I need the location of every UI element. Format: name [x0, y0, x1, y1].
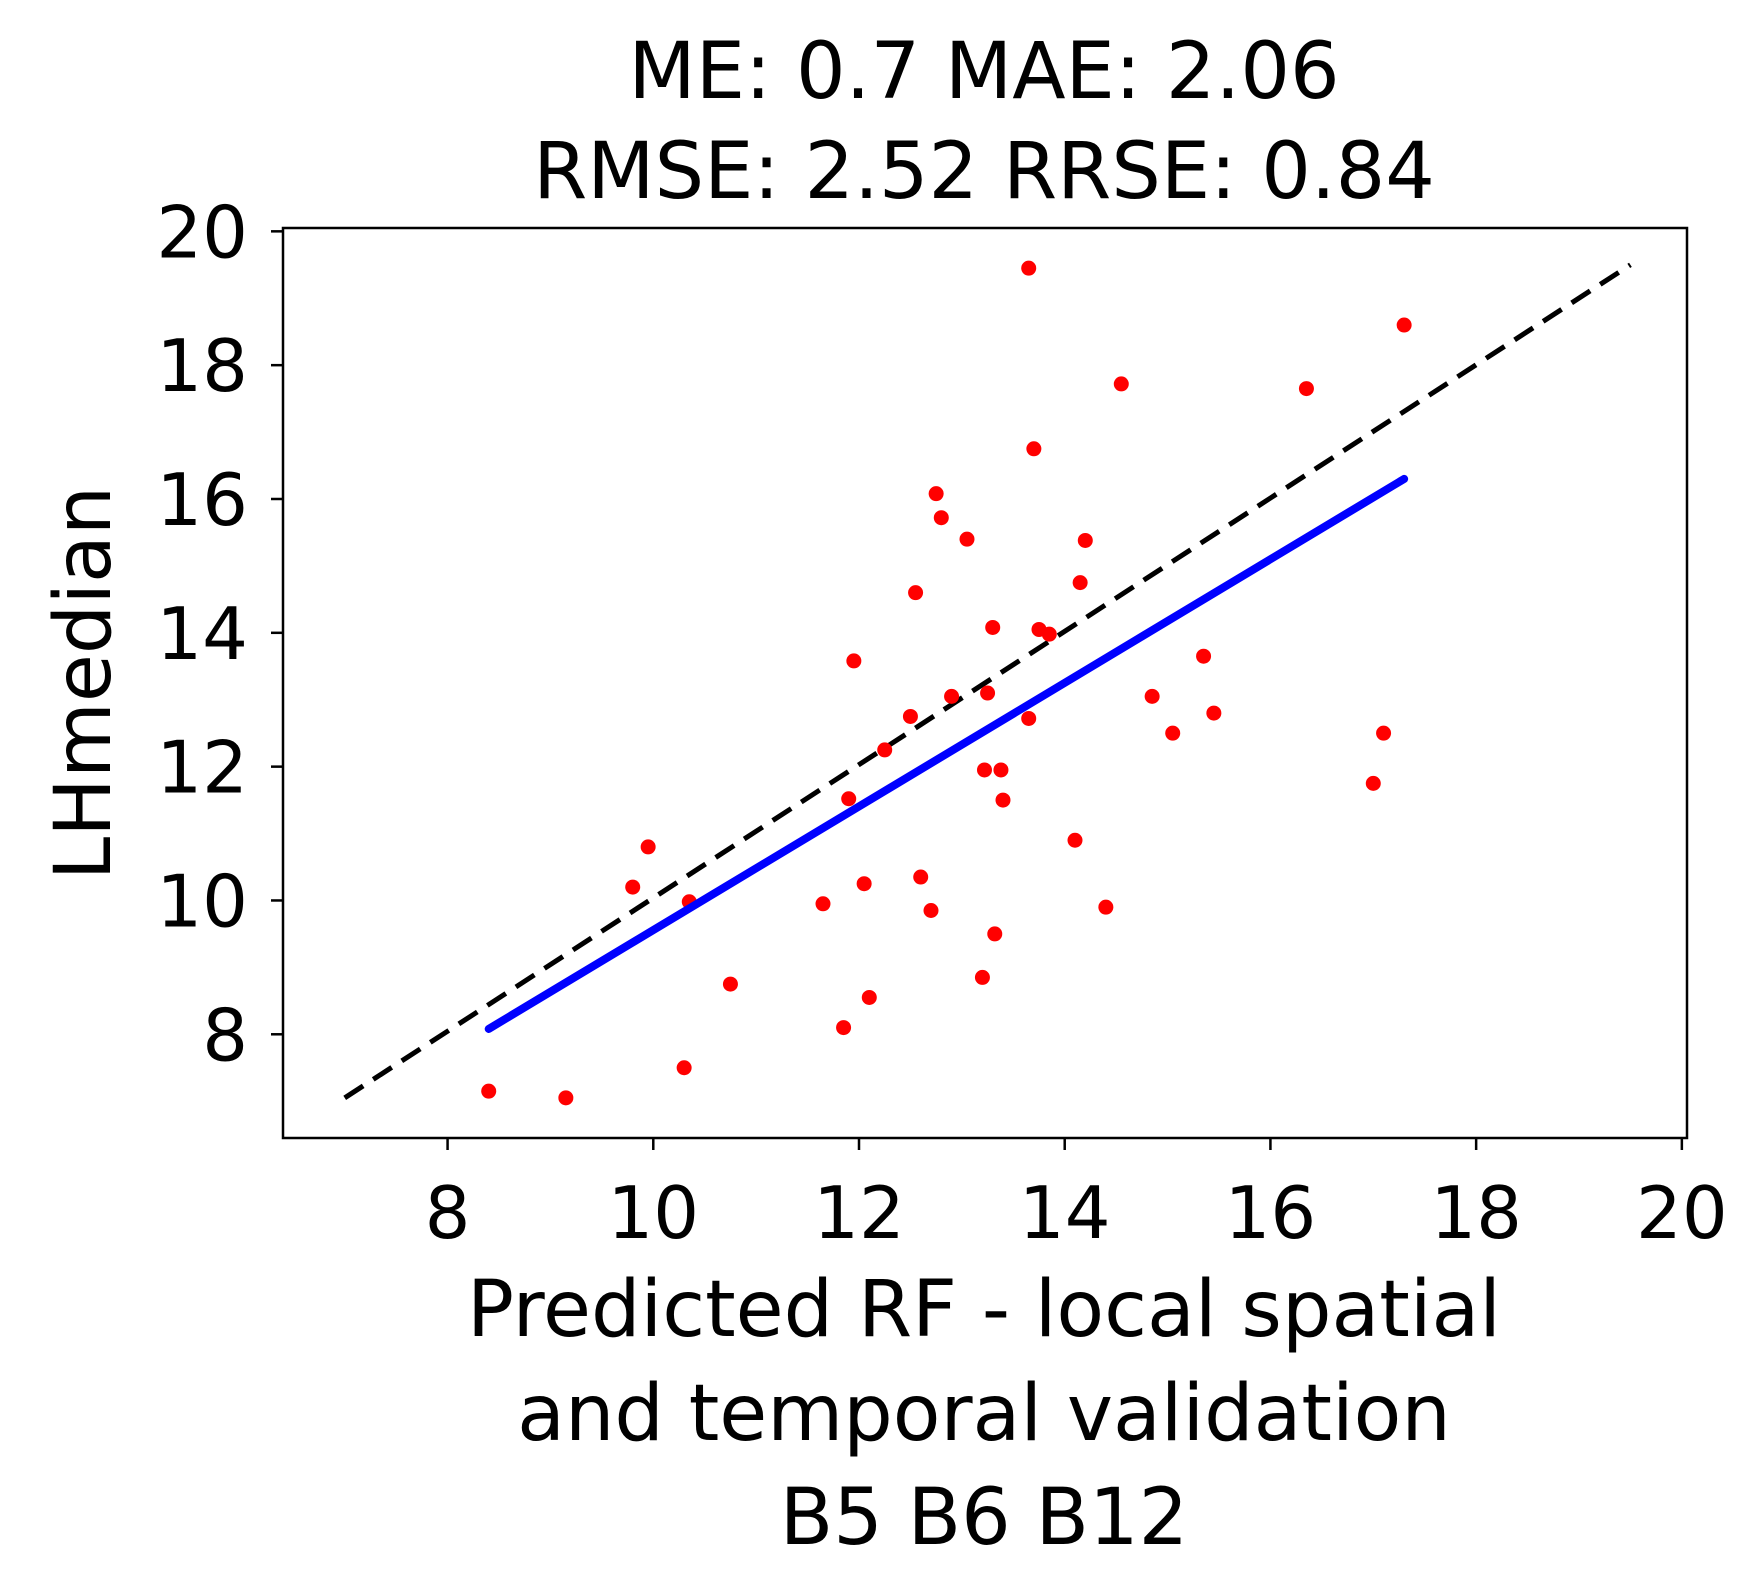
y-tick-label-14: 14: [156, 592, 248, 676]
x-axis-label-line-1: Predicted RF - local spatial: [467, 1265, 1501, 1355]
data-point-14: [902, 708, 918, 724]
data-point-24: [980, 685, 996, 701]
y-tick-label-18: 18: [156, 324, 248, 408]
data-point-39: [1144, 688, 1160, 704]
data-point-43: [1298, 381, 1314, 397]
y-axis-ticks: 8 10 12 14 16 18 20: [156, 190, 283, 1077]
data-point-18: [928, 486, 944, 502]
data-point-46: [1396, 317, 1412, 333]
x-axis-label-line-2: and temporal validation: [517, 1369, 1451, 1459]
x-tick-label-18: 18: [1430, 1171, 1522, 1255]
data-point-22: [974, 969, 990, 985]
data-point-27: [993, 762, 1009, 778]
data-point-16: [913, 869, 929, 885]
data-point-10: [846, 653, 862, 669]
data-point-23: [976, 762, 992, 778]
data-point-19: [933, 510, 949, 526]
data-point-12: [861, 989, 877, 1005]
data-point-42: [1206, 705, 1222, 721]
y-tick-label-8: 8: [202, 993, 248, 1077]
data-point-33: [1041, 626, 1057, 642]
x-tick-label-8: 8: [425, 1171, 471, 1255]
data-point-44: [1365, 775, 1381, 791]
data-point-15: [908, 585, 924, 601]
y-tick-label-10: 10: [156, 859, 248, 943]
data-point-36: [1077, 532, 1093, 548]
x-axis-label-line-3: B5 B6 B12: [780, 1473, 1189, 1563]
fit-line: [484, 474, 1409, 1033]
chart-title-line-1: ME: 0.7 MAE: 2.06: [628, 27, 1339, 117]
x-tick-label-10: 10: [607, 1171, 699, 1255]
data-point-30: [1021, 710, 1037, 726]
data-point-3: [640, 839, 656, 855]
data-point-41: [1196, 648, 1212, 664]
data-point-13: [877, 742, 893, 758]
plot-area: [343, 260, 1632, 1106]
data-point-8: [836, 1020, 852, 1036]
x-tick-label-12: 12: [813, 1171, 905, 1255]
chart-title-line-2: RMSE: 2.52 RRSE: 0.84: [533, 127, 1435, 217]
x-axis-label: Predicted RF - local spatial and tempora…: [467, 1265, 1501, 1563]
data-point-1: [558, 1090, 574, 1106]
data-point-31: [1026, 441, 1042, 457]
data-point-38: [1113, 376, 1129, 392]
data-point-4: [676, 1060, 692, 1076]
data-point-21: [959, 531, 975, 547]
data-point-11: [856, 876, 872, 892]
data-point-34: [1067, 832, 1083, 848]
data-point-6: [722, 976, 738, 992]
identity-line: [343, 262, 1632, 1100]
data-point-28: [995, 792, 1011, 808]
data-point-20: [944, 688, 960, 704]
data-point-40: [1165, 725, 1181, 741]
data-point-45: [1376, 725, 1392, 741]
data-point-29: [1021, 260, 1037, 276]
chart-title: ME: 0.7 MAE: 2.06 RMSE: 2.52 RRSE: 0.84: [533, 27, 1435, 217]
data-point-7: [815, 896, 831, 912]
plot-frame: [281, 226, 1689, 1140]
x-tick-label-16: 16: [1225, 1171, 1317, 1255]
y-tick-label-16: 16: [156, 458, 248, 542]
data-point-17: [923, 903, 939, 918]
y-tick-label-12: 12: [156, 726, 248, 810]
y-tick-label-20: 20: [156, 190, 248, 274]
data-point-0: [481, 1083, 497, 1099]
data-point-9: [841, 791, 857, 807]
data-point-2: [625, 879, 641, 895]
data-point-26: [987, 926, 1003, 942]
data-point-37: [1098, 899, 1114, 915]
data-point-25: [985, 619, 1001, 635]
x-tick-label-20: 20: [1636, 1171, 1728, 1255]
y-axis-label: LHmedian: [39, 486, 129, 881]
x-axis-ticks: 8 10 12 14 16 18 20: [425, 1138, 1728, 1255]
x-tick-label-14: 14: [1019, 1171, 1111, 1255]
data-point-35: [1072, 575, 1088, 591]
